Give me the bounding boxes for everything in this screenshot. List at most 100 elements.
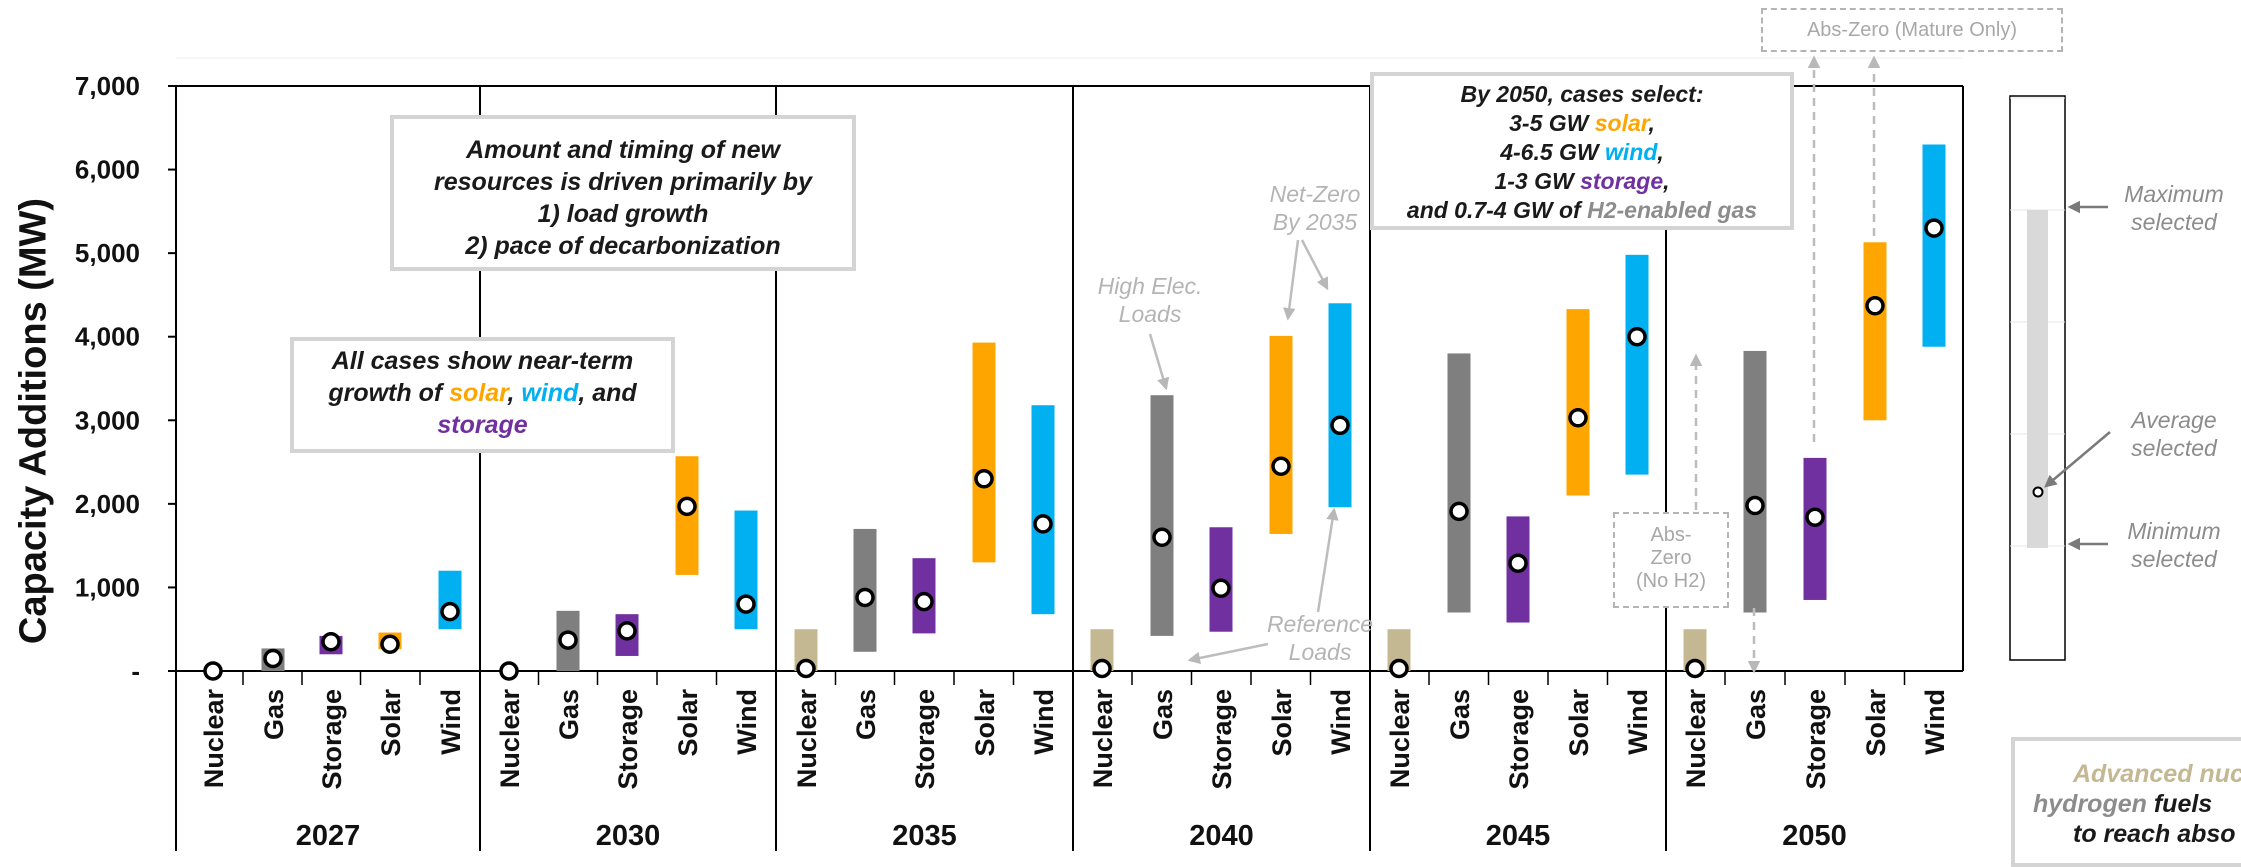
category-label: Solar: [376, 689, 406, 757]
average-marker: [1805, 507, 1825, 527]
legend-minimum-label: Minimum selected: [2112, 517, 2236, 573]
year-label: 2030: [596, 820, 661, 851]
legend-avg-line-2: selected: [2131, 435, 2217, 461]
category-label: Solar: [1861, 689, 1891, 757]
footer-callout: Advanced nuc hydrogen fuels to reach abs…: [2011, 737, 2241, 867]
category-label: Wind: [732, 689, 762, 755]
y-tick-label: 1,000: [75, 572, 140, 602]
by2050-solar: solar: [1594, 110, 1649, 136]
by2050-line-5: and 0.7-4 GW of H2-enabled gas: [1374, 196, 1790, 225]
net-zero-line-1: Net-Zero: [1269, 181, 1361, 207]
legend-average-label: Average selected: [2112, 406, 2236, 462]
average-marker: [855, 587, 875, 608]
range-bar: [1031, 405, 1055, 615]
range-bar: [1922, 144, 1946, 347]
abs-zero-noh2-line-1: Abs-: [1650, 524, 1692, 546]
net-zero-arrow-1: [1283, 239, 1300, 321]
category-label: Nuclear: [1088, 689, 1118, 789]
average-marker: [1152, 527, 1172, 548]
high-elec-arrow: [1148, 333, 1170, 391]
footer-hydrogen: hydrogen: [2033, 790, 2147, 818]
near-term-line-3: storage: [294, 409, 671, 441]
average-marker: [499, 661, 519, 681]
average-marker: [1211, 578, 1231, 599]
by2050-line-4: 1-3 GW storage,: [1374, 167, 1790, 196]
net-zero-arrow-2: [1300, 239, 1329, 291]
category-label: Wind: [1029, 689, 1059, 755]
y-tick-label: 5,000: [75, 238, 140, 268]
category-label: Solar: [1267, 689, 1297, 757]
range-bar: [1328, 303, 1352, 508]
category-label: Storage: [1801, 689, 1831, 790]
range-bar: [1566, 309, 1590, 496]
average-marker: [617, 621, 637, 641]
average-marker: [321, 632, 341, 652]
legend-average-marker: [2032, 486, 2044, 498]
near-term-line-1: All cases show near-term: [331, 347, 634, 375]
reference-arrow-up: [1316, 507, 1339, 613]
near-term-storage: storage: [437, 411, 528, 439]
average-marker: [1924, 218, 1944, 238]
range-bar: [1269, 335, 1293, 534]
footer-line-3: to reach abso: [2073, 820, 2236, 848]
y-tick-label: 7,000: [75, 71, 140, 101]
category-label: Wind: [1623, 689, 1653, 755]
category-label: Wind: [1920, 689, 1950, 755]
year-label: 2040: [1189, 820, 1254, 851]
abs-zero-noh2-line-3: (No H2): [1635, 570, 1706, 592]
range-bar: [1090, 629, 1114, 671]
category-label: Gas: [1741, 689, 1771, 740]
abs-zero-mature-box: Abs-Zero (Mature Only): [1761, 8, 2063, 52]
average-marker: [1685, 658, 1705, 679]
footer-line-2: hydrogen fuels: [2033, 789, 2241, 819]
legend-avg-line-1: Average: [2131, 407, 2217, 433]
legend-avg-arrow: [2044, 431, 2111, 488]
average-marker: [1508, 553, 1528, 573]
average-marker: [1627, 326, 1647, 347]
drivers-line-3: 1) load growth: [537, 200, 709, 228]
legend-max-line-1: Maximum: [2124, 181, 2224, 207]
by2050-storage: storage: [1580, 168, 1664, 194]
category-label: Wind: [1326, 689, 1356, 755]
high-elec-line-1: High Elec.: [1097, 273, 1203, 299]
range-bar: [1863, 242, 1887, 421]
by2050-comma-1: ,: [1648, 110, 1655, 136]
average-marker: [440, 601, 460, 622]
average-marker: [263, 648, 283, 669]
y-tick-label: 4,000: [75, 322, 140, 352]
average-marker: [1865, 296, 1885, 316]
category-label: Solar: [1564, 689, 1594, 757]
by2050-line-1: By 2050, cases select:: [1460, 81, 1704, 107]
average-marker: [1745, 495, 1765, 516]
category-label: Nuclear: [1385, 689, 1415, 789]
near-term-and: , and: [578, 379, 637, 407]
abs-zero-noh2-box: Abs- Zero (No H2): [1613, 512, 1729, 608]
by2050-storage-amount: 1-3 GW: [1494, 168, 1581, 194]
year-label: 2045: [1486, 820, 1551, 851]
year-label: 2027: [296, 820, 361, 851]
by-2050-callout: By 2050, cases select: 3-5 GW solar, 4-6…: [1370, 72, 1794, 230]
average-marker: [736, 594, 756, 614]
average-marker: [1389, 658, 1409, 679]
category-label: Solar: [673, 689, 703, 757]
by2050-wind-amount: 4-6.5 GW: [1500, 139, 1606, 165]
by2050-h2: H2-enabled gas: [1587, 197, 1758, 223]
drivers-line-4: 2) pace of decarbonization: [465, 232, 781, 260]
category-label: Storage: [1207, 689, 1237, 790]
category-label: Storage: [317, 689, 347, 790]
range-bar: [1150, 395, 1174, 636]
category-label: Storage: [910, 689, 940, 790]
y-tick-label: 6,000: [75, 155, 140, 185]
category-label: Gas: [554, 689, 584, 740]
high-elec-loads-annotation: High Elec. Loads: [1080, 272, 1220, 328]
legend-range-bar: [2027, 210, 2048, 548]
high-elec-line-2: Loads: [1118, 301, 1182, 327]
reference-loads-annotation: Reference Loads: [1245, 610, 1395, 666]
range-bar: [1683, 629, 1707, 671]
footer-line-1: Advanced nuc: [2033, 759, 2241, 789]
near-term-line-2: growth of solar, wind, and: [294, 377, 671, 409]
category-label: Nuclear: [199, 689, 229, 789]
category-label: Gas: [259, 689, 289, 740]
range-bar: [1625, 254, 1649, 475]
